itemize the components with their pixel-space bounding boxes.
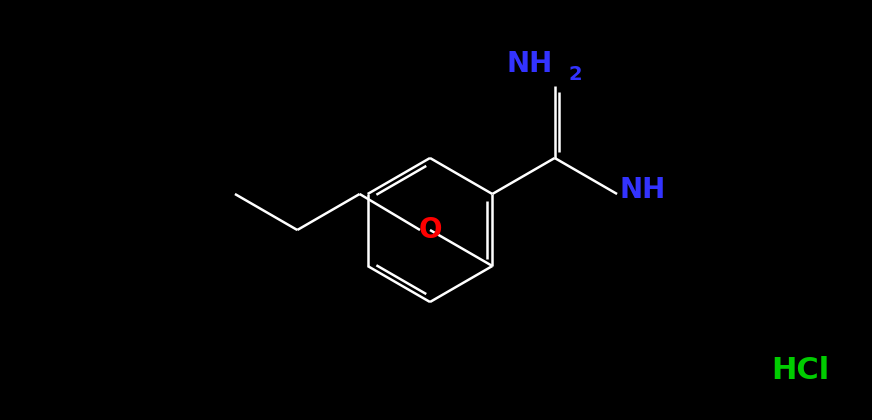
Text: O: O: [419, 216, 442, 244]
Text: HCl: HCl: [771, 355, 829, 384]
Text: NH: NH: [507, 50, 553, 78]
Text: 2: 2: [569, 65, 582, 84]
Text: NH: NH: [619, 176, 665, 204]
